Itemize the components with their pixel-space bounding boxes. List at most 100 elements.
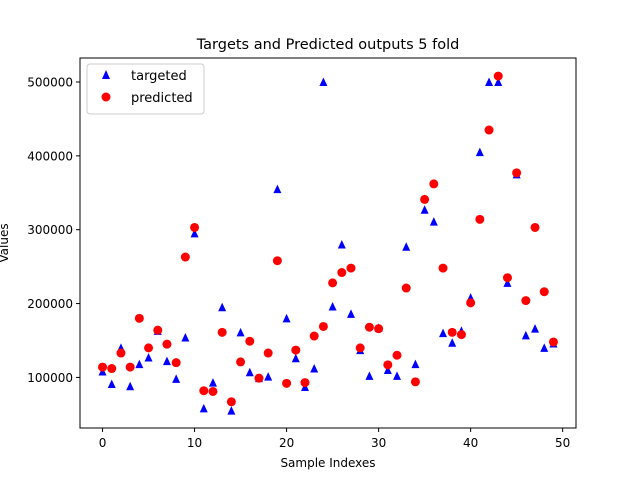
targeted-point <box>199 403 208 413</box>
targeted-point <box>264 372 273 381</box>
x-tick-label: 10 <box>187 436 202 450</box>
predicted-point <box>217 327 227 337</box>
targeted-point <box>503 278 512 287</box>
x-axis: 0 10 20 30 40 50 <box>99 428 570 450</box>
targeted-point <box>494 77 503 87</box>
predicted-point <box>263 348 273 358</box>
predicted-point <box>364 322 374 332</box>
predicted-point <box>420 194 430 204</box>
targeted-point <box>521 330 530 340</box>
targeted-point <box>420 205 429 214</box>
predicted-point <box>162 339 172 349</box>
predicted-point <box>116 348 126 358</box>
targeted-point <box>411 359 420 369</box>
targeted-point <box>218 302 227 312</box>
predicted-point <box>318 321 328 331</box>
predicted-point <box>484 125 494 135</box>
targeted-point <box>485 77 494 87</box>
predicted-point <box>401 283 411 293</box>
targeted-point <box>282 313 291 323</box>
targeted-point <box>181 333 190 342</box>
predicted-point <box>383 360 393 370</box>
targeted-point <box>429 217 438 226</box>
predicted-point <box>355 343 365 353</box>
predicted-point <box>493 71 503 81</box>
legend-circle-marker <box>101 92 111 102</box>
predicted-point <box>171 358 181 368</box>
targeted-point <box>245 367 254 377</box>
targeted-point <box>162 356 171 366</box>
y-axis: 100000 200000 300000 400000 500000 <box>27 76 80 385</box>
targeted-point <box>236 327 245 337</box>
predicted-point <box>548 337 558 347</box>
predicted-point <box>254 373 264 383</box>
predicted-point <box>300 378 310 388</box>
predicted-point <box>502 273 512 283</box>
legend-label-targeted: targeted <box>131 69 187 84</box>
predicted-point <box>429 179 439 189</box>
targeted-point <box>531 324 540 333</box>
x-axis-label: Sample Indexes <box>280 456 375 470</box>
predicted-point <box>180 252 190 262</box>
predicted-point <box>456 330 466 340</box>
predicted-point <box>98 362 108 372</box>
predicted-point <box>328 278 338 288</box>
targeted-point <box>144 352 153 362</box>
legend-triangle-marker <box>102 70 110 79</box>
plot-area-frame <box>79 57 577 429</box>
predicted-point <box>190 222 200 232</box>
predicted-point <box>337 268 347 278</box>
x-tick-label: 20 <box>279 436 294 450</box>
predicted-point <box>438 263 448 273</box>
targeted-point <box>328 302 337 311</box>
targeted-point <box>393 371 402 380</box>
targeted-point <box>126 381 135 391</box>
predicted-point <box>410 377 420 387</box>
x-tick-label: 30 <box>371 436 386 450</box>
predicted-point <box>236 357 246 367</box>
targeted-point <box>273 184 282 194</box>
predicted-point <box>199 386 209 396</box>
predicted-point <box>125 362 135 372</box>
y-tick-label: 500000 <box>27 76 73 90</box>
legend-label-predicted: predicted <box>131 91 193 106</box>
predicted-point <box>512 168 522 178</box>
predicted-point <box>466 298 476 308</box>
predicted-point <box>475 214 485 224</box>
chart-title: Targets and Predicted outputs 5 fold <box>196 37 460 53</box>
x-tick-label: 50 <box>555 436 570 450</box>
y-axis-label: Values <box>0 223 11 262</box>
targeted-point <box>172 374 181 383</box>
predicted-point <box>392 350 402 360</box>
targeted-point <box>190 228 199 238</box>
predicted-point <box>282 378 292 388</box>
predicted-point <box>144 343 154 353</box>
predicted-point <box>134 313 144 323</box>
targeted-point <box>347 309 356 318</box>
targeted-point <box>337 239 346 249</box>
legend: targeted predicted <box>86 63 205 115</box>
targeted-point <box>475 147 484 157</box>
predicted-point <box>208 386 218 396</box>
predicted-point <box>447 327 457 337</box>
targeted-point <box>208 378 217 387</box>
targeted-point <box>319 77 328 87</box>
y-tick-label: 100000 <box>27 371 73 385</box>
predicted-point <box>346 263 356 273</box>
predicted-point <box>530 222 540 232</box>
targeted-point <box>402 242 411 251</box>
targeted-point <box>135 359 144 369</box>
predicted-point <box>107 364 117 374</box>
x-tick-label: 40 <box>463 436 478 450</box>
targeted-point <box>365 371 374 380</box>
predicted-point <box>153 325 163 335</box>
targeted-point <box>448 338 457 347</box>
x-tick-label: 0 <box>99 436 107 450</box>
y-tick-label: 300000 <box>27 223 73 237</box>
predicted-point <box>272 256 282 266</box>
y-tick-label: 400000 <box>27 149 73 163</box>
targeted-point <box>383 365 392 375</box>
predicted-point <box>245 336 255 346</box>
targeted-point <box>310 364 319 373</box>
targeted-point <box>227 406 236 415</box>
